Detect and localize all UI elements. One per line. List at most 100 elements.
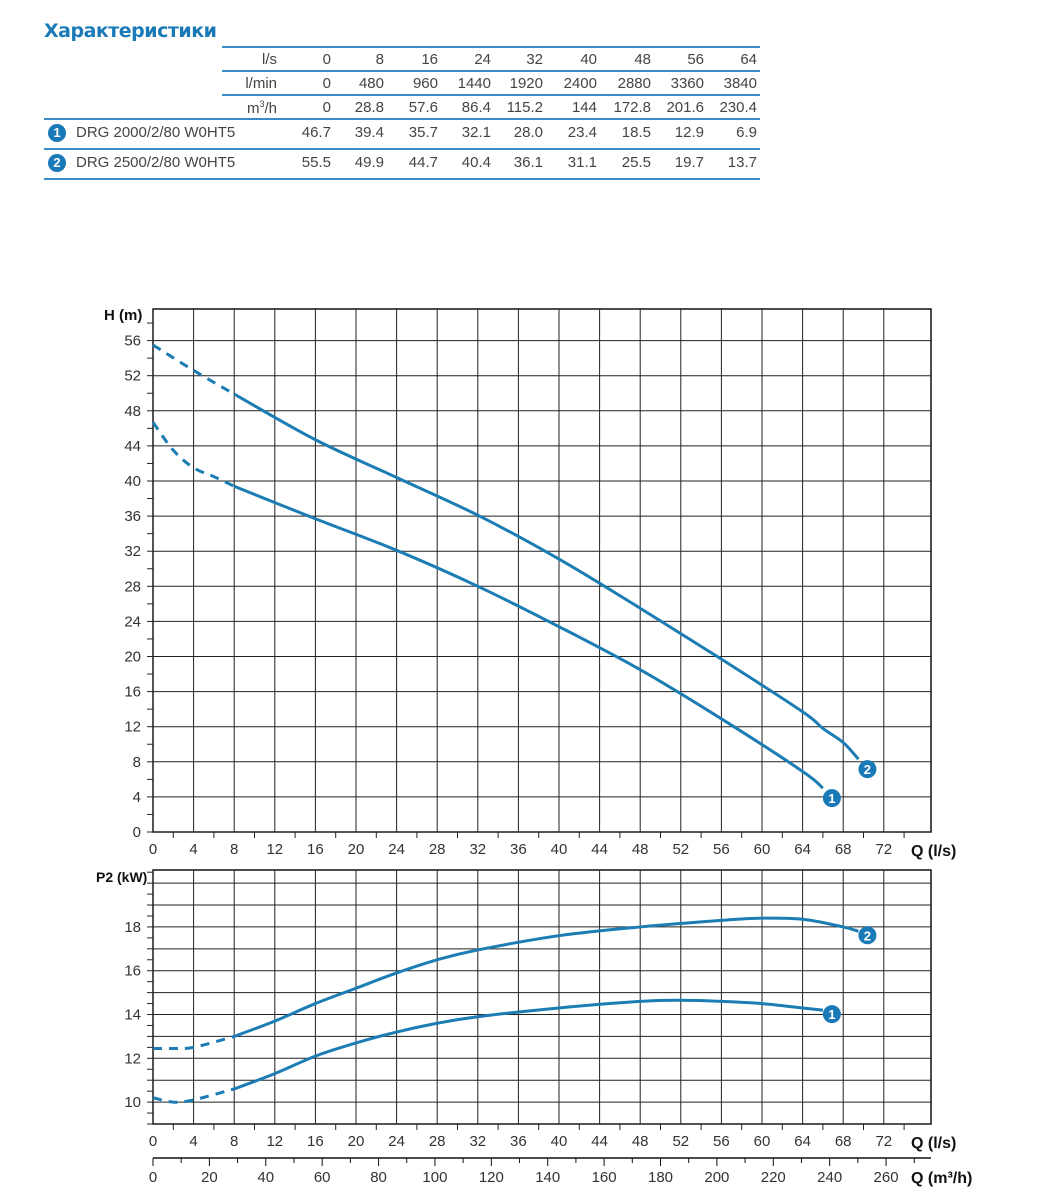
table-cell: 3360 (670, 75, 704, 92)
x-tick-label: 40 (551, 841, 568, 858)
y-tick-label: 44 (124, 438, 141, 455)
x-tick-label: 12 (266, 1133, 283, 1150)
table-cell: 28.8 (354, 99, 384, 116)
table-cell: 64 (740, 51, 757, 68)
table-rule (222, 46, 760, 48)
table-cell: 8 (375, 51, 384, 68)
curve-badge-2 (858, 760, 877, 779)
y-tick-label: 18 (124, 919, 141, 936)
x-tick-label: 72 (875, 841, 892, 858)
table-cell: 16 (421, 51, 438, 68)
y-tick-label: 12 (124, 1050, 141, 1067)
x-tick-label: 8 (230, 841, 238, 858)
x-tick-label: 32 (469, 1133, 486, 1150)
x-tick-label: 52 (672, 1133, 689, 1150)
curve-1-dashed (151, 421, 235, 488)
table-cell: 115.2 (506, 99, 543, 116)
x-tick-label: 36 (510, 841, 527, 858)
table-cell: 86.4 (461, 99, 491, 116)
table-cell: 36.1 (513, 154, 543, 171)
x-tick-label: 52 (672, 841, 689, 858)
x2-tick-label: 240 (817, 1169, 842, 1186)
y-axis-label: H (m) (104, 307, 142, 324)
x2-tick-label: 140 (535, 1169, 560, 1186)
x-tick-label: 24 (388, 841, 405, 858)
x-tick-label: 72 (875, 1133, 892, 1150)
x2-axis-label: Q (m³/h) (911, 1170, 972, 1187)
table-cell: 24 (474, 51, 491, 68)
x-tick-label: 20 (348, 841, 365, 858)
model-row: 2 DRG 2500/2/80 W0HT5 55.5 49.9 44.7 40.4 36.1… (44, 151, 780, 175)
table-cell: 57.6 (408, 99, 438, 116)
model-row: 1 DRG 2000/2/80 W0HT5 46.7 39.4 35.7 32.1 28.0… (44, 121, 780, 145)
section-title: Характеристики (44, 20, 217, 42)
y-tick-label: 36 (124, 508, 141, 525)
x-tick-label: 32 (469, 841, 486, 858)
table-cell: 0 (322, 51, 331, 68)
table-cell: 31.1 (567, 154, 597, 171)
table-cell: 2880 (617, 75, 651, 92)
y-tick-label: 16 (124, 963, 141, 980)
table-cell: 480 (358, 75, 384, 92)
table-cell: 44.7 (408, 154, 438, 171)
curve-badge-label: 2 (864, 928, 871, 943)
table-cell: 201.6 (666, 99, 704, 116)
curve-2 (233, 916, 859, 1038)
table-cell: 39.4 (354, 124, 384, 141)
model-badge: 1 (48, 124, 66, 142)
x-tick-label: 20 (348, 1133, 365, 1150)
x2-tick-label: 0 (149, 1169, 157, 1186)
table-cell: 18.5 (621, 124, 651, 141)
x-tick-label: 0 (149, 1133, 157, 1150)
table-cell: 13.7 (727, 154, 757, 171)
unit-label: l/s (262, 51, 277, 68)
model-badge: 2 (48, 154, 66, 172)
x2-tick-label: 220 (761, 1169, 786, 1186)
y-tick-label: 14 (124, 1007, 141, 1024)
table-cell: 12.9 (674, 124, 704, 141)
unit-label: m3/h (246, 99, 277, 117)
x2-tick-label: 260 (874, 1169, 899, 1186)
x-tick-label: 44 (591, 1133, 608, 1150)
y-tick-label: 48 (124, 403, 141, 420)
x-tick-label: 28 (429, 841, 446, 858)
table-rule (44, 178, 760, 180)
x-tick-label: 68 (835, 841, 852, 858)
x-tick-label: 44 (591, 841, 608, 858)
x-tick-label: 0 (149, 841, 157, 858)
table-cell: 32.1 (461, 124, 491, 141)
x2-tick-label: 80 (370, 1169, 387, 1186)
x-tick-label: 60 (754, 841, 771, 858)
table-cell: 0 (322, 99, 331, 116)
table-cell: 3840 (723, 75, 757, 92)
curve-1 (233, 484, 824, 790)
table-cell: 0 (322, 75, 331, 92)
y-tick-label: 0 (133, 824, 141, 841)
x-tick-label: 4 (189, 1133, 197, 1150)
x-tick-label: 16 (307, 841, 324, 858)
table-cell: 23.4 (567, 124, 597, 141)
table-rule (222, 94, 760, 96)
table-cell: 1920 (509, 75, 543, 92)
x-tick-label: 48 (632, 841, 649, 858)
curve-badge-label: 1 (828, 791, 835, 806)
unit-row: l/s 0 8 16 24 32 40 48 56 64 (0, 48, 780, 72)
y-tick-label: 40 (124, 473, 141, 490)
x-tick-label: 40 (551, 1133, 568, 1150)
y-tick-label: 56 (124, 333, 141, 350)
x2-tick-label: 20 (201, 1169, 218, 1186)
unit-label: l/min (245, 75, 277, 92)
table-cell: 35.7 (408, 124, 438, 141)
model-name: DRG 2000/2/80 W0HT5 (76, 124, 236, 141)
table-cell: 172.8 (613, 99, 651, 116)
table-cell: 28.0 (513, 124, 543, 141)
table-cell: 40 (580, 51, 597, 68)
curve-badge-1 (822, 1005, 841, 1024)
table-cell: 48 (634, 51, 651, 68)
x-tick-label: 16 (307, 1133, 324, 1150)
x2-tick-label: 180 (648, 1169, 673, 1186)
y-tick-label: 52 (124, 368, 141, 385)
model-name: DRG 2500/2/80 W0HT5 (76, 154, 236, 171)
curve-badge-2 (858, 926, 877, 945)
x-tick-label: 36 (510, 1133, 527, 1150)
